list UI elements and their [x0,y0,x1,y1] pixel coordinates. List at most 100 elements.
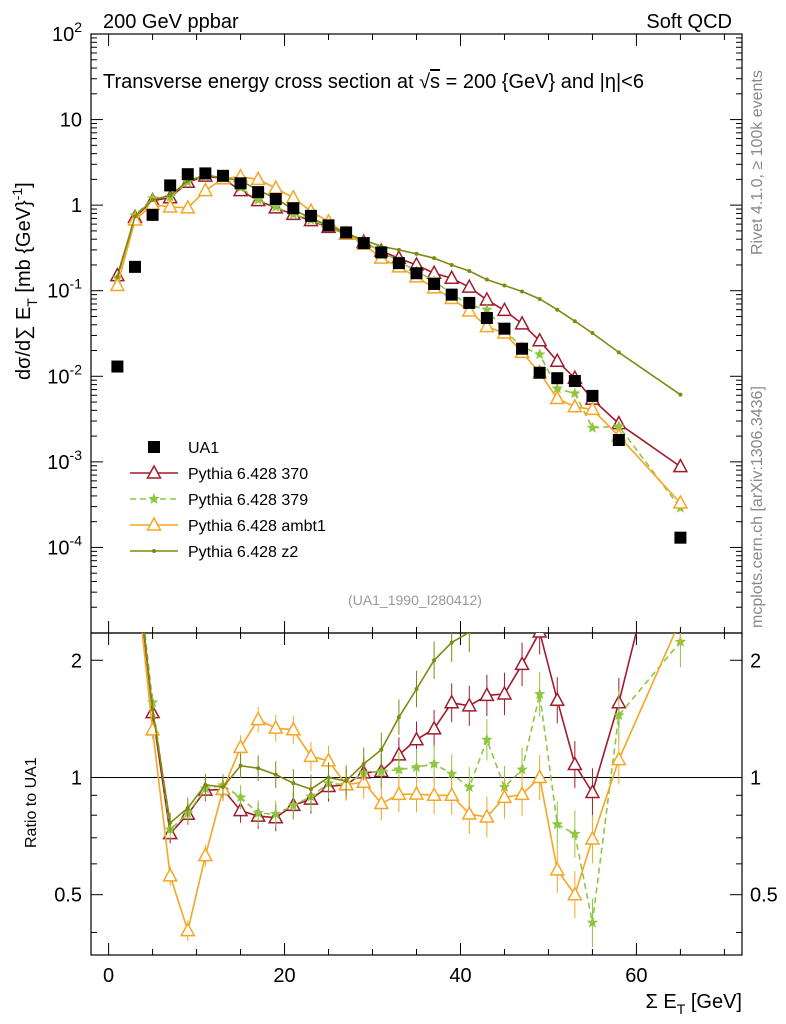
legend-label: Pythia 6.428 379 [188,492,308,509]
point-pythia-6-428-z2 [467,268,472,273]
ratio-point-pythia-6-428-z2 [520,515,524,519]
point-pythia-6-428-z2 [502,283,507,288]
ratio-point-pythia-6-428-379 [534,688,546,700]
data-point-ua1 [269,192,282,205]
point-pythia-6-428-370 [461,278,478,293]
rivet-label: Rivet 4.1.0, ≥ 100k events [749,70,766,255]
ratio-point-pythia-6-428-z2 [273,772,278,777]
point-pythia-6-428-ambt1 [479,318,495,333]
point-pythia-6-428-ambt1 [461,302,478,317]
data-point-ua1 [111,360,124,373]
point-pythia-6-428-ambt1 [549,389,566,405]
ratio-point-pythia-6-428-z2 [168,820,173,825]
data-point-ua1 [410,267,423,280]
ratio-point-pythia-6-428-370 [584,783,601,799]
point-pythia-6-428-ambt1 [567,398,583,413]
data-point-ua1 [533,366,546,379]
mcplots-label: mcplots.cern.ch [arXiv:1306.3436] [749,386,766,628]
legend: UA1 Pythia 6.428 370 Pythia 6.428 379 Pythi… [130,440,326,561]
data-point-ua1 [480,311,493,324]
ratio-tick-label: 2 [71,650,82,672]
point-pythia-6-428-ambt1 [162,198,178,213]
point-pythia-6-428-ambt1 [250,170,266,186]
ratio-point-pythia-6-428-379 [516,763,528,775]
ratio-point-pythia-6-428-379 [446,767,458,779]
data-point-ua1 [216,169,229,182]
ratio-point-pythia-6-428-z2 [361,761,366,766]
data-point-ua1 [463,296,476,309]
ratio-point-pythia-6-428-379 [551,818,563,830]
ratio-point-pythia-6-428-ambt1 [496,788,513,804]
ratio-point-pythia-6-428-z2 [555,464,559,468]
y-tick-label: 1 [71,195,82,217]
point-pythia-6-428-370 [549,352,566,367]
axis-ticks: 0 20 40 60 10-4 10-3 10-2 10-1 1 10 102 0.5 0.5 1 1 2 2 [47,19,778,987]
point-pythia-6-428-379 [569,387,581,399]
ratio-point-pythia-6-428-379 [481,733,493,745]
ratio-point-pythia-6-428-379 [569,828,581,839]
ratio-point-pythia-6-428-ambt1 [303,747,319,763]
ratio-point-pythia-6-428-ambt1 [391,785,407,801]
point-pythia-6-428-379 [270,201,282,212]
ratio-point-pythia-6-428-379 [428,757,440,769]
y-tick-label: 10-1 [47,276,82,303]
point-pythia-6-428-z2 [132,214,137,219]
ratio-point-pythia-6-428-z2 [538,440,542,444]
ratio-point-pythia-6-428-ambt1 [567,886,583,901]
data-point-ua1 [304,209,317,222]
point-pythia-6-428-z2 [168,193,173,198]
ratio-point-pythia-6-428-370 [549,691,566,706]
x-tick-label: 60 [625,965,647,987]
data-point-ua1 [586,389,599,402]
ratio-point-pythia-6-428-379 [586,916,599,928]
data-point-ua1 [392,257,405,270]
point-pythia-6-428-370 [514,315,530,330]
point-pythia-6-428-ambt1 [267,179,284,194]
ratio-point-pythia-6-428-379 [463,781,475,792]
ratio-point-pythia-6-428-z2 [379,747,384,752]
ratio-point-pythia-6-428-z2 [308,787,313,792]
y-axis-label: dσ/d∑ ET [mb {GeV}-1] [9,182,40,380]
y-tick-label: 102 [52,19,82,46]
data-point-ua1 [551,372,564,385]
ratio-point-pythia-6-428-z2 [467,633,472,635]
ratio-y-axis-label: Ratio to UA1 [23,757,40,848]
ratio-point-pythia-6-428-z2 [414,686,419,691]
y-tick-label: 10-3 [47,447,82,474]
ratio-point-pythia-6-428-z2 [617,377,621,381]
ratio-point-pythia-6-428-370 [408,731,425,746]
data-point-ua1 [146,208,159,221]
ratio-point-pythia-6-428-ambt1 [373,794,390,810]
point-pythia-6-428-z2 [590,331,595,336]
reference-label: (UA1_1990_I280412) [348,592,482,608]
y-tick-label: 10-2 [47,361,82,388]
point-pythia-6-428-379 [481,303,493,315]
ratio-point-pythia-6-428-z2 [678,125,682,129]
data-point-ua1 [498,322,511,335]
ratio-tick-label-right: 1 [750,767,761,789]
ratio-point-pythia-6-428-z2 [344,779,349,784]
chart-title: Transverse energy cross section at √s = … [103,71,644,93]
ratio-point-pythia-6-428-379 [252,807,264,818]
ratio-tick-label-right: 2 [750,650,761,672]
series-line-pythia-6-428-379 [116,174,682,509]
series-line-pythia-6-428-370 [116,175,681,468]
legend-label: Pythia 6.428 z2 [188,544,298,561]
point-pythia-6-428-379 [551,382,563,394]
legend-marker [152,549,156,553]
point-pythia-6-428-z2 [520,289,525,294]
ratio-point-pythia-6-428-z2 [133,546,137,550]
data-point-ua1 [612,434,625,447]
ratio-point-pythia-6-428-379 [410,761,423,773]
ratio-point-pythia-6-428-ambt1 [611,751,627,766]
data-point-ua1 [375,246,388,259]
data-point-ua1 [128,260,141,273]
ratio-point-pythia-6-428-370 [443,694,460,709]
ratio-point-pythia-6-428-379 [270,808,282,819]
ratio-point-pythia-6-428-379 [129,537,140,548]
point-pythia-6-428-z2 [115,274,120,279]
legend-marker [148,441,160,453]
ratio-point-pythia-6-428-ambt1 [584,830,601,845]
ratio-point-pythia-6-428-z2 [485,601,489,605]
